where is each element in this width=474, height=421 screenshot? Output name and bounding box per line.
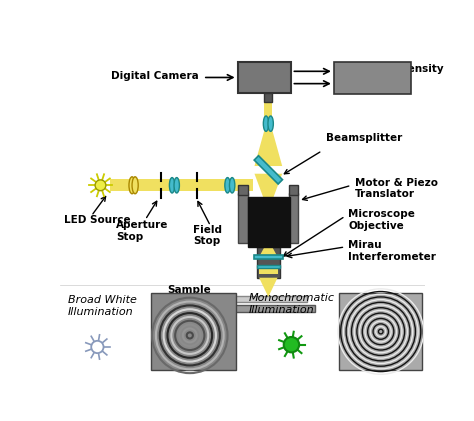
Text: Mirau
Interferometer: Mirau Interferometer xyxy=(348,240,436,261)
Polygon shape xyxy=(264,201,272,247)
Ellipse shape xyxy=(174,178,179,193)
Circle shape xyxy=(95,180,106,191)
Bar xyxy=(334,62,411,94)
Ellipse shape xyxy=(225,178,230,193)
Bar xyxy=(238,193,247,243)
Ellipse shape xyxy=(169,178,175,193)
Text: Broad White
Illumination: Broad White Illumination xyxy=(68,296,137,317)
Circle shape xyxy=(91,341,103,353)
Text: Digital Camera: Digital Camera xyxy=(111,71,199,81)
Bar xyxy=(289,185,298,195)
Bar xyxy=(289,193,298,243)
Polygon shape xyxy=(259,247,278,257)
Bar xyxy=(257,247,280,278)
Polygon shape xyxy=(109,179,253,192)
Text: Microscope
Objective: Microscope Objective xyxy=(348,209,415,231)
Bar xyxy=(238,185,247,195)
Text: Aperture
Stop: Aperture Stop xyxy=(116,220,168,242)
Polygon shape xyxy=(255,130,282,166)
Ellipse shape xyxy=(268,116,273,131)
Bar xyxy=(237,62,292,93)
Circle shape xyxy=(284,337,299,352)
Polygon shape xyxy=(255,174,282,201)
Polygon shape xyxy=(264,93,272,117)
Bar xyxy=(257,264,280,268)
Text: Motor & Piezo
Translator: Motor & Piezo Translator xyxy=(355,178,438,199)
Polygon shape xyxy=(259,278,278,297)
Polygon shape xyxy=(259,266,278,274)
Bar xyxy=(222,305,315,312)
Ellipse shape xyxy=(264,116,269,131)
Bar xyxy=(230,296,307,302)
Text: Field
Stop: Field Stop xyxy=(193,224,222,246)
Text: Beamsplitter: Beamsplitter xyxy=(326,133,402,143)
Bar xyxy=(264,93,272,102)
Text: Monochromatic
Illumination: Monochromatic Illumination xyxy=(249,293,335,314)
Bar xyxy=(247,197,290,247)
Text: Digitized Intensity
Data: Digitized Intensity Data xyxy=(335,64,444,85)
Bar xyxy=(339,293,422,370)
Ellipse shape xyxy=(129,177,135,194)
Text: Sample: Sample xyxy=(167,285,210,295)
Ellipse shape xyxy=(229,178,235,193)
Ellipse shape xyxy=(132,177,138,194)
Polygon shape xyxy=(254,156,283,184)
Text: LED Source: LED Source xyxy=(64,215,131,224)
Bar xyxy=(151,293,236,370)
Bar xyxy=(254,255,283,259)
